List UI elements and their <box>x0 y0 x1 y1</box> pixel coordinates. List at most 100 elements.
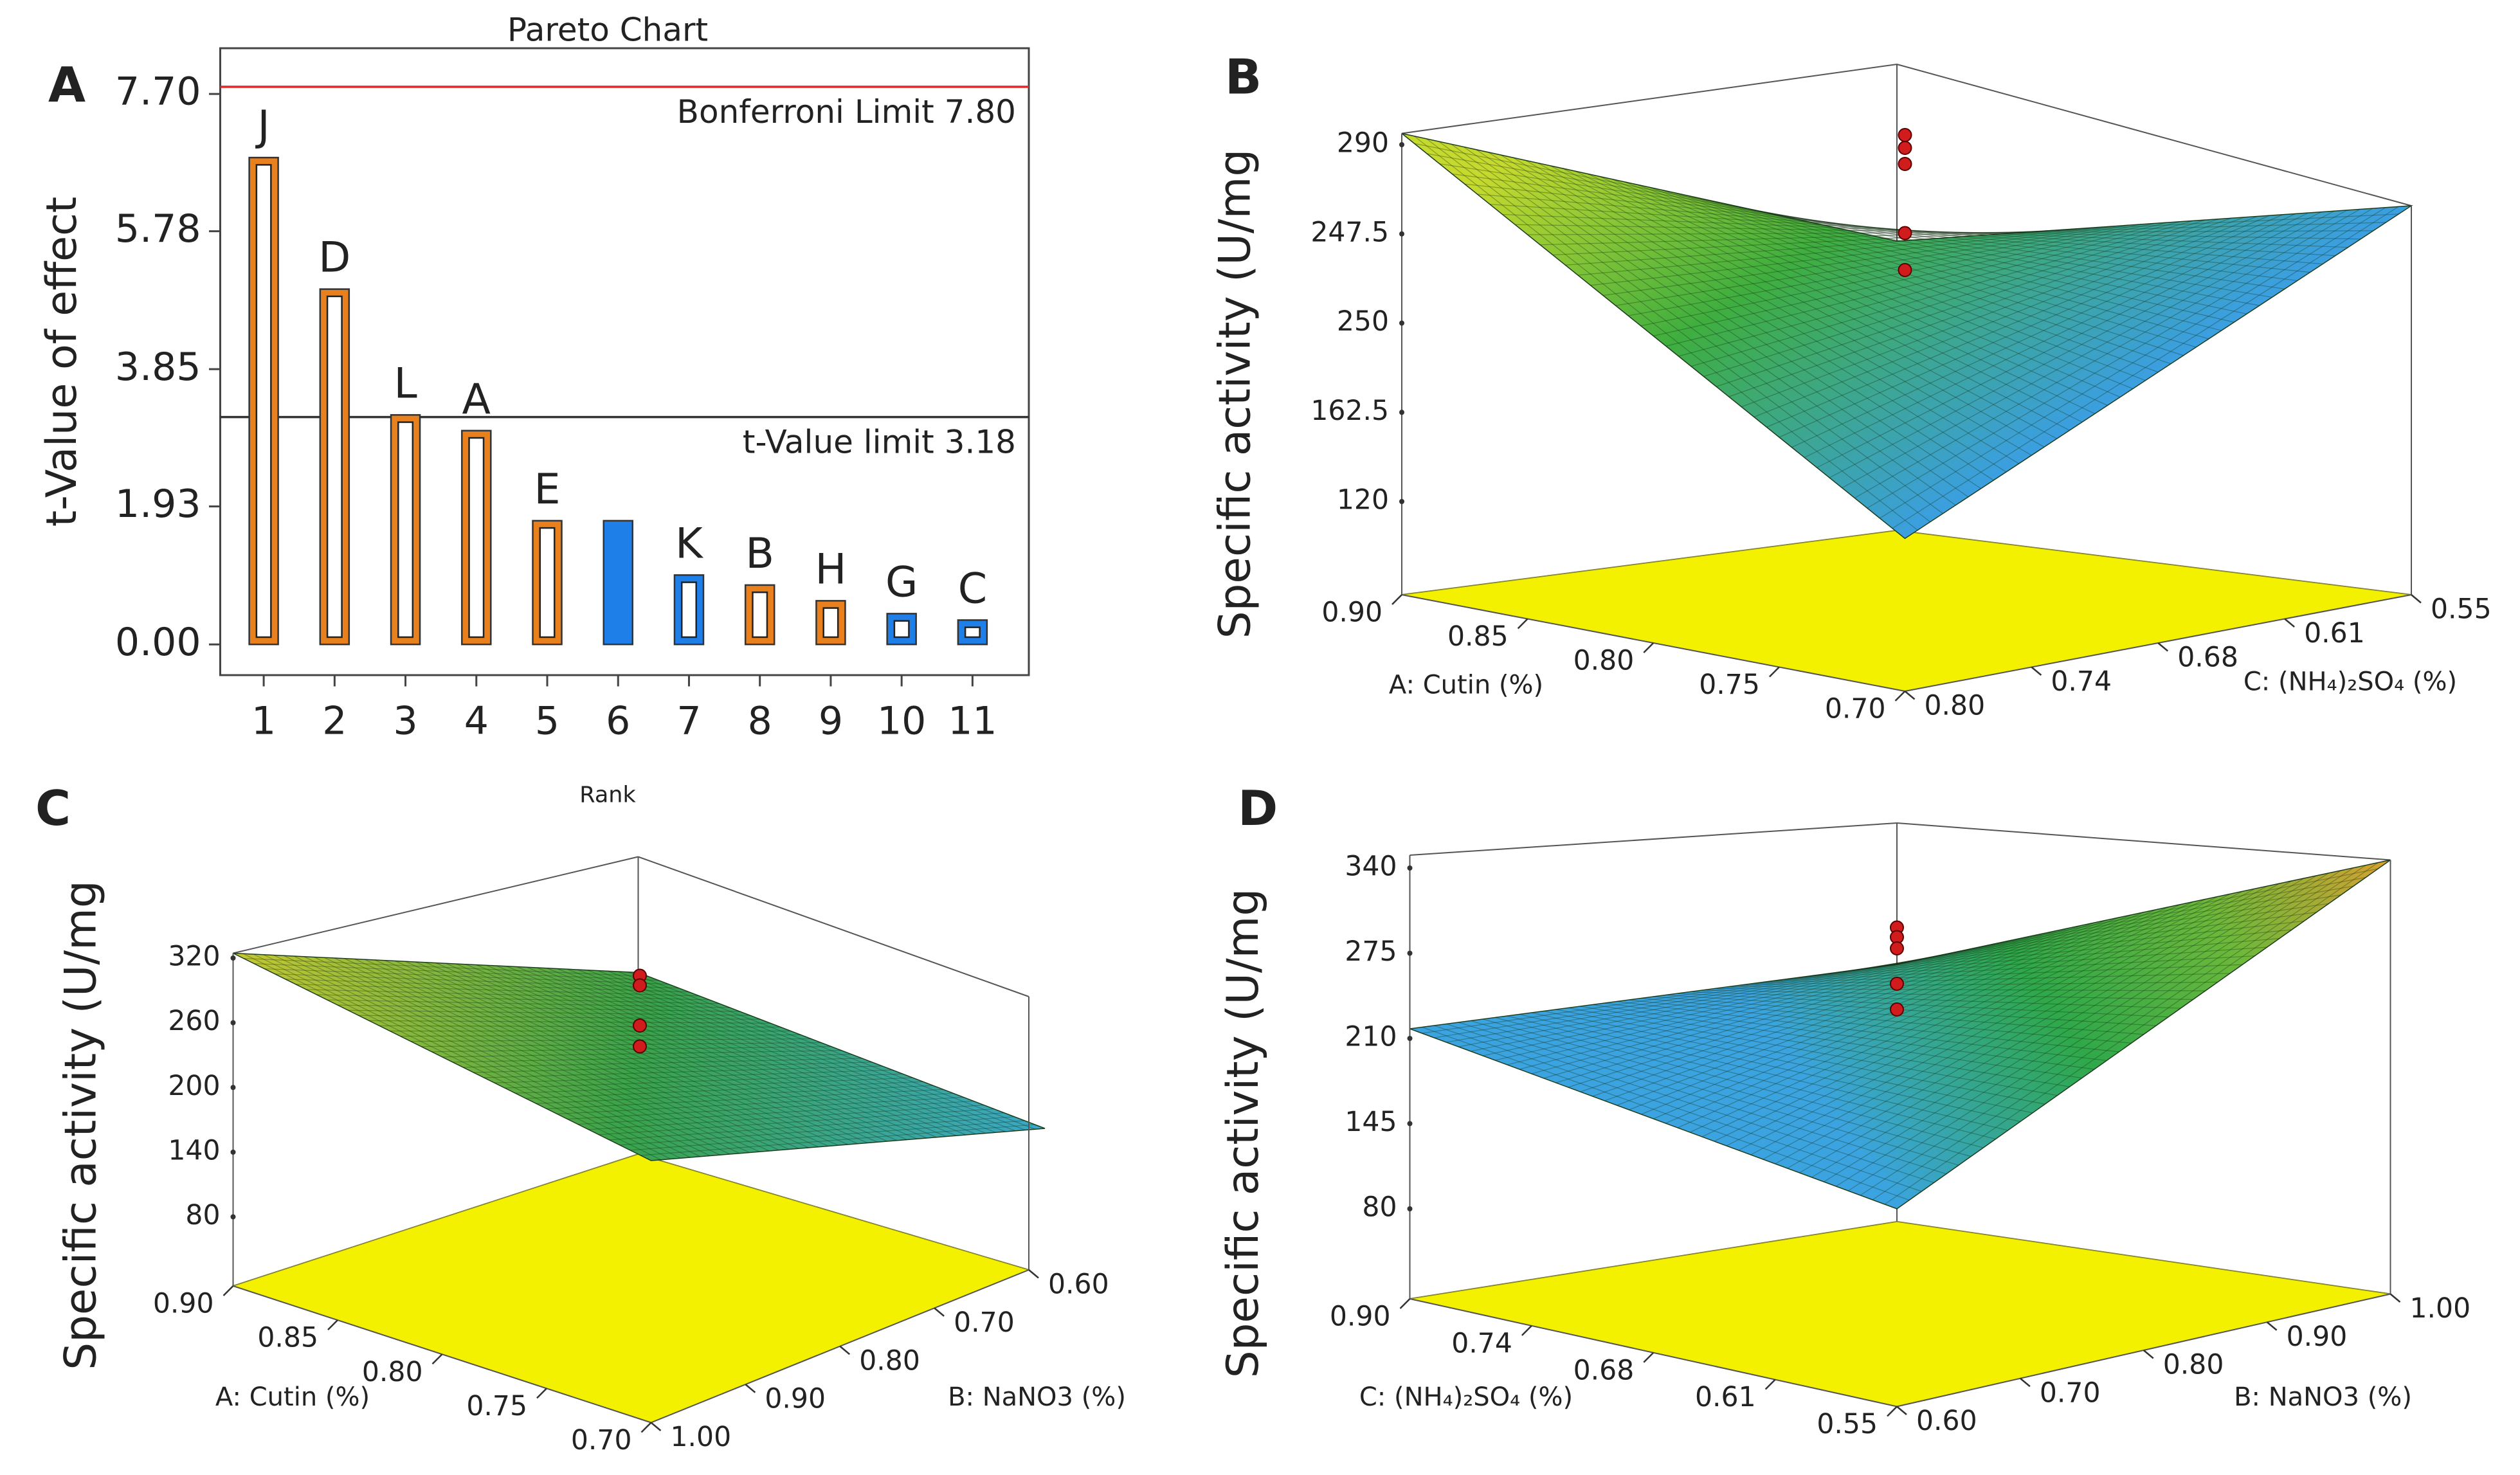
surface-mesh <box>1550 165 2058 439</box>
surface-mesh <box>1552 230 2052 256</box>
x-tick-label: 10 <box>877 699 926 744</box>
surface-mesh <box>462 1058 862 1068</box>
surface-mesh <box>536 967 947 1137</box>
surface-mesh <box>1641 997 2132 1044</box>
surface-mesh <box>275 973 679 989</box>
surface-mesh <box>1587 173 2096 415</box>
y-axis-label: B: NaNO3 (%) <box>948 1382 1126 1412</box>
x-tick-label: 8 <box>748 699 772 744</box>
axis-tick <box>1643 642 1654 653</box>
z-tick-label: 120 <box>1337 485 1389 516</box>
surface-mesh <box>1785 216 2298 282</box>
bar-inner <box>326 295 343 638</box>
surface-mesh <box>1847 870 2342 1191</box>
surface-mesh <box>1766 215 2271 428</box>
z-tick-label: 260 <box>168 1006 220 1037</box>
surface-mesh <box>1728 217 2232 397</box>
z-tick-label: 320 <box>168 941 220 973</box>
surface-mesh <box>1738 973 2231 986</box>
axis-tick-label: 0.60 <box>1048 1269 1109 1301</box>
surface-mesh <box>455 963 868 1144</box>
surface-mesh <box>1824 912 2317 975</box>
axis-tick <box>1768 666 1780 678</box>
surface-mesh <box>316 994 720 1004</box>
axis-tick <box>745 1384 756 1393</box>
surface-mesh <box>415 961 829 1147</box>
surface-mesh <box>506 966 918 1139</box>
surface-mesh <box>368 1020 771 1024</box>
surface-mesh <box>1452 173 1949 239</box>
box-edge <box>233 856 639 954</box>
x-tick-label: 6 <box>606 699 630 744</box>
surface-mesh <box>1738 893 2231 1151</box>
bar-label: A <box>462 376 491 424</box>
bar-inner <box>397 421 414 638</box>
surface-mesh <box>1525 159 2032 456</box>
x-tick-label: 7 <box>676 699 701 744</box>
surface-mesh <box>1748 208 2260 306</box>
surface-mesh <box>445 963 858 1145</box>
surface-mesh <box>358 1015 761 1020</box>
surface-mesh <box>473 1062 873 1073</box>
surface-mesh <box>1629 917 2119 1110</box>
panel-letter: B <box>1225 49 1262 105</box>
surface-mesh <box>1761 211 2272 298</box>
surface-mesh <box>1884 862 2379 1205</box>
surface-mesh <box>1690 991 2181 1009</box>
surface-mesh <box>1779 214 2283 438</box>
surface-mesh <box>609 1112 1004 1141</box>
box-edge <box>1896 64 2412 206</box>
axis-tick <box>2284 618 2295 628</box>
surface-mesh <box>1872 222 2386 237</box>
surface-mesh <box>1636 184 2146 381</box>
box-edge <box>1401 64 1898 134</box>
axis-tick-label: 0.74 <box>1451 1328 1512 1359</box>
surface-mesh <box>1649 186 2159 373</box>
surface-mesh <box>1590 227 2090 286</box>
axis-tick-label: 0.80 <box>362 1357 423 1388</box>
floor-contour <box>1410 1221 2391 1407</box>
surface-mesh <box>285 979 689 993</box>
axis-tick <box>2020 1377 2031 1388</box>
surface-mesh <box>630 1120 1025 1151</box>
surface-mesh <box>1413 136 1918 531</box>
surface-mesh <box>1678 993 2169 1018</box>
surface-mesh <box>1847 230 2361 240</box>
surface-mesh <box>1860 230 2373 234</box>
surface-mesh <box>1884 868 2379 967</box>
x-tick-label: 9 <box>819 699 843 744</box>
x-tick-label: 11 <box>948 699 997 744</box>
design-point <box>1890 1002 1905 1017</box>
surface-mesh <box>1665 909 2157 1124</box>
surface-mesh <box>1884 213 2399 239</box>
z-tick <box>1407 1121 1413 1127</box>
plot-frame <box>219 47 1030 676</box>
z-tick-label: 250 <box>1337 306 1389 338</box>
surface-mesh <box>1426 138 1931 523</box>
surface-mesh <box>1446 956 1934 1043</box>
x-tick-label: 2 <box>322 699 347 744</box>
surface-mesh <box>1458 1022 1946 1175</box>
box-edge <box>1896 822 2391 861</box>
x-axis-label: C: (NH₄)₂SO₄ (%) <box>1359 1382 1573 1412</box>
surface-mesh <box>1482 1018 1972 1157</box>
panel-letter: C <box>35 780 71 837</box>
surface-mesh <box>344 958 760 1152</box>
y-tick-label: 3.85 <box>115 345 201 390</box>
surface-mesh <box>1555 1009 2045 1105</box>
surface-mesh <box>1726 981 2218 988</box>
surface-mesh <box>1703 219 2206 377</box>
z-tick-label: 247.5 <box>1310 217 1389 248</box>
surface-mesh <box>1678 221 2180 357</box>
axis-tick <box>839 1345 851 1355</box>
surface-mesh <box>577 1100 974 1125</box>
bar-label: G <box>885 558 918 606</box>
surface-mesh <box>567 1096 964 1120</box>
z-tick <box>230 1085 236 1090</box>
box-edge <box>1410 822 1898 856</box>
design-point <box>633 1039 648 1054</box>
surface-mesh <box>1565 229 2065 266</box>
surface-mesh <box>628 972 1035 1130</box>
surface-mesh <box>476 964 888 1142</box>
surface-mesh <box>1580 1006 2070 1087</box>
